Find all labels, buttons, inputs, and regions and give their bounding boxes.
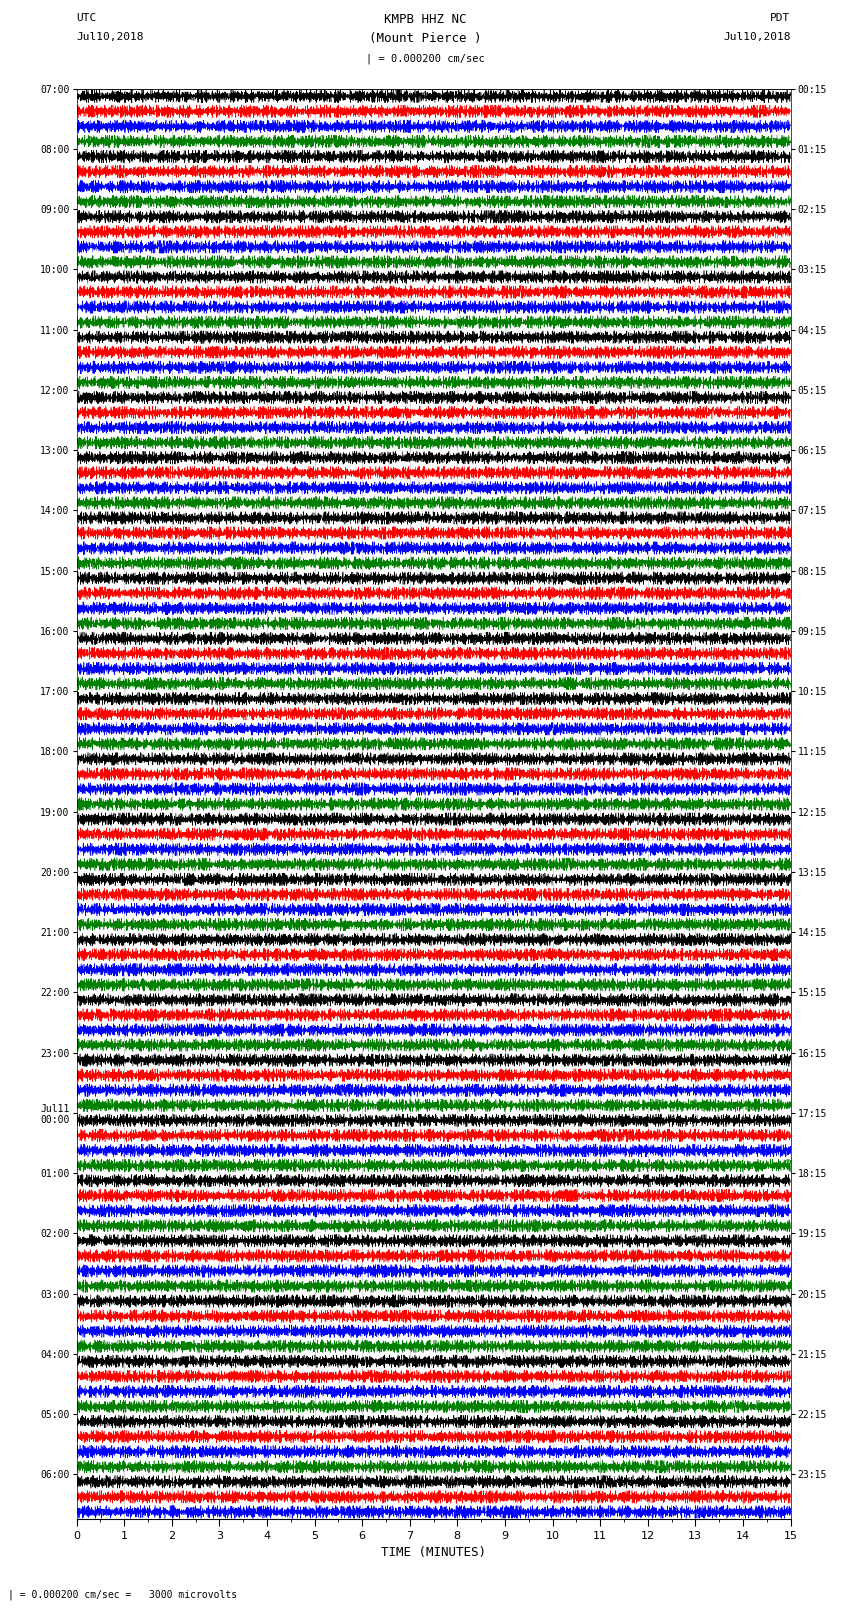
Text: (Mount Pierce ): (Mount Pierce ) bbox=[369, 32, 481, 45]
Text: UTC: UTC bbox=[76, 13, 97, 23]
Text: | = 0.000200 cm/sec: | = 0.000200 cm/sec bbox=[366, 53, 484, 65]
Text: Jul10,2018: Jul10,2018 bbox=[76, 32, 144, 42]
X-axis label: TIME (MINUTES): TIME (MINUTES) bbox=[381, 1547, 486, 1560]
Text: | = 0.000200 cm/sec =   3000 microvolts: | = 0.000200 cm/sec = 3000 microvolts bbox=[8, 1589, 238, 1600]
Text: KMPB HHZ NC: KMPB HHZ NC bbox=[383, 13, 467, 26]
Text: Jul10,2018: Jul10,2018 bbox=[723, 32, 791, 42]
Text: PDT: PDT bbox=[770, 13, 790, 23]
